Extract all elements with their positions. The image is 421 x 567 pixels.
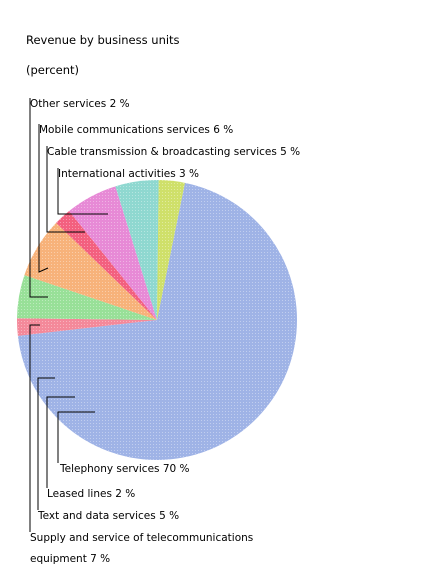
pie-slice-texture (17, 275, 158, 320)
pie-slices (16, 180, 297, 460)
slice-label-mobile-communications: Mobile communications services 6 % (39, 124, 233, 136)
leader-line (57, 168, 108, 215)
leader-line (37, 377, 55, 510)
leader-line (29, 324, 40, 532)
leader-line (29, 98, 48, 298)
leader-line (38, 124, 49, 273)
slice-label-supply-and-service-line1: Supply and service of telecommunications (30, 532, 253, 544)
pie-slice-texture (56, 211, 157, 320)
leader-line (46, 146, 85, 233)
pie-slice-texture (24, 222, 158, 320)
slice-label-text-and-data-services: Text and data services 5 % (37, 510, 179, 522)
slice-label-supply-and-service-line2: equipment 7 % (30, 553, 110, 565)
chart-title: Revenue by business units (26, 33, 180, 47)
chart-subtitle: (percent) (26, 63, 79, 77)
pie-slice-texture (115, 180, 159, 320)
slice-label-cable-transmission: Cable transmission & broadcasting servic… (47, 146, 300, 158)
pie-slice-texture (157, 180, 185, 320)
pie-slice-texture (69, 186, 157, 320)
slice-label-leased-lines: Leased lines 2 % (47, 488, 135, 500)
slice-label-telephony-services: Telephony services 70 % (59, 463, 190, 475)
pie-slice-texture (17, 182, 297, 460)
leader-line (57, 411, 95, 463)
slice-label-other-services: Other services 2 % (30, 98, 130, 110)
leader-line (46, 396, 75, 488)
slice-label-international-activities: International activities 3 % (58, 168, 199, 180)
pie-slice-texture (16, 318, 157, 336)
leader-lines (29, 98, 108, 532)
